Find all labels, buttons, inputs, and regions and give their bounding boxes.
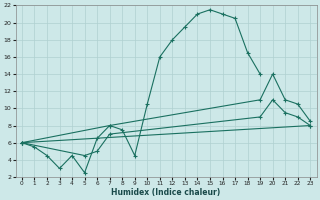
X-axis label: Humidex (Indice chaleur): Humidex (Indice chaleur) <box>111 188 221 197</box>
